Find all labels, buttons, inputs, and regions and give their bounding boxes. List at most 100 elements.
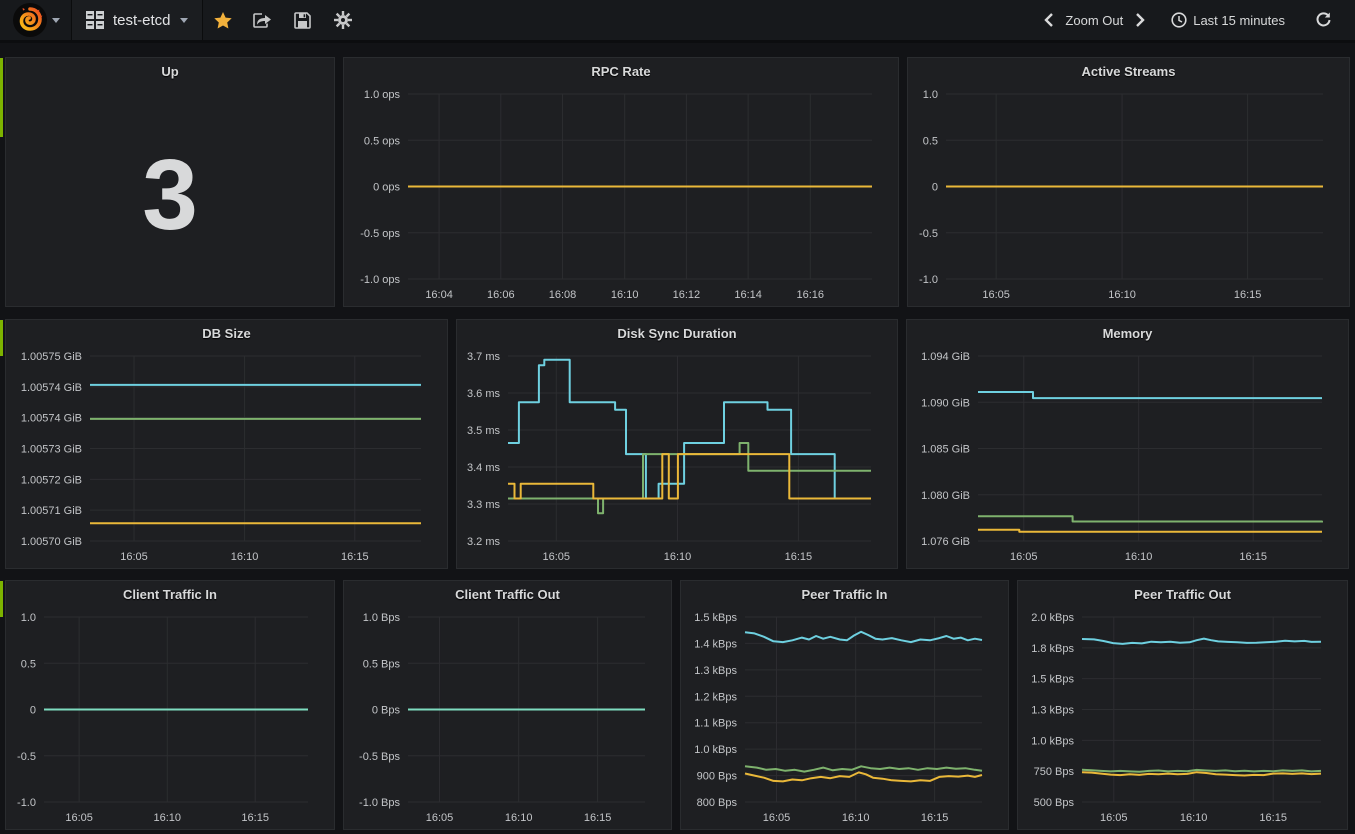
y-axis-tick-label: 0.5	[21, 658, 36, 670]
y-axis-tick-label: 1.5 kBps	[694, 612, 737, 624]
x-axis-tick-label: 16:15	[1234, 289, 1262, 301]
x-axis-tick-label: 16:05	[426, 812, 454, 824]
y-axis-tick-label: 0	[30, 705, 36, 717]
y-axis-tick-label: -1.0 ops	[360, 274, 400, 286]
chart-canvas: 1.00575 GiB1.00574 GiB1.00574 GiB1.00573…	[6, 346, 447, 568]
panel-title-active-streams[interactable]: Active Streams	[908, 58, 1349, 84]
chevron-right-icon	[1136, 13, 1145, 27]
series-line	[1082, 639, 1321, 644]
row-menu-handle[interactable]	[0, 58, 3, 137]
panel-title-db-size[interactable]: DB Size	[6, 320, 447, 346]
navbar-spacer	[363, 0, 1036, 40]
time-range-label: Last 15 minutes	[1193, 13, 1285, 28]
chevron-down-icon	[52, 18, 60, 23]
panel-title-peer-traffic-out[interactable]: Peer Traffic Out	[1018, 581, 1347, 607]
singlestat-up[interactable]: 3	[6, 84, 334, 306]
time-shift-forward-button[interactable]	[1127, 13, 1153, 27]
row-menu-handle[interactable]	[0, 581, 3, 617]
panel-title-client-traffic-out[interactable]: Client Traffic Out	[344, 581, 671, 607]
save-dashboard-button[interactable]	[283, 0, 323, 40]
chart-canvas: 1.00.50-0.5-1.016:0516:1016:15	[6, 607, 334, 829]
share-icon	[253, 11, 272, 29]
row-menu-handle[interactable]	[0, 320, 3, 356]
x-axis-tick-label: 16:15	[1259, 812, 1287, 824]
x-axis-tick-label: 16:10	[1180, 812, 1208, 824]
x-axis-tick-label: 16:12	[673, 289, 701, 301]
series-line	[978, 392, 1322, 398]
time-shift-back-button[interactable]	[1035, 13, 1061, 27]
dashboard-row-2: DB Size 1.00575 GiB1.00574 GiB1.00574 Gi…	[5, 319, 1351, 569]
dashboard-title: test-etcd	[113, 12, 171, 29]
series-line	[978, 530, 1322, 532]
y-axis-tick-label: -1.0 Bps	[359, 797, 400, 809]
y-axis-tick-label: 1.0 Bps	[363, 612, 401, 624]
refresh-button[interactable]	[1303, 12, 1343, 28]
y-axis-tick-label: -0.5	[919, 228, 938, 240]
star-icon	[214, 12, 232, 29]
y-axis-tick-label: 1.0	[21, 612, 36, 624]
panel-title-peer-traffic-in[interactable]: Peer Traffic In	[681, 581, 1008, 607]
panel-peer-traffic-in: Peer Traffic In 1.5 kBps1.4 kBps1.3 kBps…	[680, 580, 1009, 830]
x-axis-tick-label: 16:15	[341, 551, 369, 563]
panel-title-rpc-rate[interactable]: RPC Rate	[344, 58, 898, 84]
chart-disk-sync[interactable]: 3.7 ms3.6 ms3.5 ms3.4 ms3.3 ms3.2 ms16:0…	[457, 346, 897, 568]
x-axis-tick-label: 16:10	[505, 812, 533, 824]
chart-db-size[interactable]: 1.00575 GiB1.00574 GiB1.00574 GiB1.00573…	[6, 346, 447, 568]
grafana-menu-button[interactable]	[0, 0, 71, 40]
panel-active-streams: Active Streams 1.00.50-0.5-1.016:0516:10…	[907, 57, 1350, 307]
series-line	[978, 516, 1322, 522]
dashboard-picker[interactable]: test-etcd	[72, 0, 202, 40]
chart-canvas: 1.0 ops0.5 ops0 ops-0.5 ops-1.0 ops16:04…	[344, 84, 898, 306]
chart-rpc-rate[interactable]: 1.0 ops0.5 ops0 ops-0.5 ops-1.0 ops16:04…	[344, 84, 898, 306]
y-axis-tick-label: 1.00573 GiB	[21, 444, 82, 456]
x-axis-tick-label: 16:14	[734, 289, 762, 301]
y-axis-tick-label: 800 Bps	[697, 797, 738, 809]
y-axis-tick-label: 1.00574 GiB	[21, 413, 82, 425]
chart-memory[interactable]: 1.094 GiB1.090 GiB1.085 GiB1.080 GiB1.07…	[907, 346, 1348, 568]
panel-title-memory[interactable]: Memory	[907, 320, 1348, 346]
y-axis-tick-label: 1.5 kBps	[1031, 674, 1074, 686]
y-axis-tick-label: 1.085 GiB	[921, 444, 970, 456]
y-axis-tick-label: 1.090 GiB	[921, 397, 970, 409]
x-axis-tick-label: 16:15	[1239, 551, 1267, 563]
panel-title-up[interactable]: Up	[6, 58, 334, 84]
y-axis-tick-label: 0.5	[923, 135, 938, 147]
x-axis-tick-label: 16:05	[120, 551, 148, 563]
dashboard-row-3: Client Traffic In 1.00.50-0.5-1.016:0516…	[5, 580, 1351, 830]
x-axis-tick-label: 16:15	[921, 812, 949, 824]
y-axis-tick-label: 2.0 kBps	[1031, 612, 1074, 624]
share-dashboard-button[interactable]	[243, 0, 283, 40]
x-axis-tick-label: 16:16	[797, 289, 825, 301]
y-axis-tick-label: -0.5 Bps	[359, 751, 400, 763]
y-axis-tick-label: 1.00575 GiB	[21, 351, 82, 363]
y-axis-tick-label: 3.6 ms	[467, 388, 501, 400]
chart-peer-traffic-in[interactable]: 1.5 kBps1.4 kBps1.3 kBps1.2 kBps1.1 kBps…	[681, 607, 1008, 829]
y-axis-tick-label: 1.4 kBps	[694, 638, 737, 650]
chart-peer-traffic-out[interactable]: 2.0 kBps1.8 kBps1.5 kBps1.3 kBps1.0 kBps…	[1018, 607, 1347, 829]
zoom-out-button[interactable]: Zoom Out	[1065, 13, 1123, 28]
chart-client-traffic-out[interactable]: 1.0 Bps0.5 Bps0 Bps-0.5 Bps-1.0 Bps16:05…	[344, 607, 671, 829]
star-dashboard-button[interactable]	[203, 0, 243, 40]
x-axis-tick-label: 16:06	[487, 289, 515, 301]
chevron-left-icon	[1044, 13, 1053, 27]
x-axis-tick-label: 16:08	[549, 289, 577, 301]
panel-title-disk-sync[interactable]: Disk Sync Duration	[457, 320, 897, 346]
y-axis-tick-label: 1.00572 GiB	[21, 474, 82, 486]
y-axis-tick-label: 1.00571 GiB	[21, 505, 82, 517]
dashboard-settings-button[interactable]	[323, 0, 363, 40]
chart-canvas: 1.00.50-0.5-1.016:0516:1016:15	[908, 84, 1349, 306]
y-axis-tick-label: 3.5 ms	[467, 425, 501, 437]
dashboard-grid: Up 3 RPC Rate 1.0 ops0.5 ops0 ops-0.5 op…	[0, 43, 1355, 830]
time-range-picker[interactable]: Last 15 minutes	[1157, 12, 1299, 28]
panel-title-client-traffic-in[interactable]: Client Traffic In	[6, 581, 334, 607]
grafana-logo-icon	[12, 2, 48, 38]
x-axis-tick-label: 16:15	[584, 812, 612, 824]
chart-active-streams[interactable]: 1.00.50-0.5-1.016:0516:1016:15	[908, 84, 1349, 306]
x-axis-tick-label: 16:04	[425, 289, 453, 301]
panel-client-traffic-out: Client Traffic Out 1.0 Bps0.5 Bps0 Bps-0…	[343, 580, 672, 830]
y-axis-tick-label: -0.5	[17, 751, 36, 763]
chart-client-traffic-in[interactable]: 1.00.50-0.5-1.016:0516:1016:15	[6, 607, 334, 829]
dashboard-grid-icon	[86, 11, 104, 29]
y-axis-tick-label: 1.0 kBps	[694, 744, 737, 756]
y-axis-tick-label: 0 ops	[373, 182, 400, 194]
